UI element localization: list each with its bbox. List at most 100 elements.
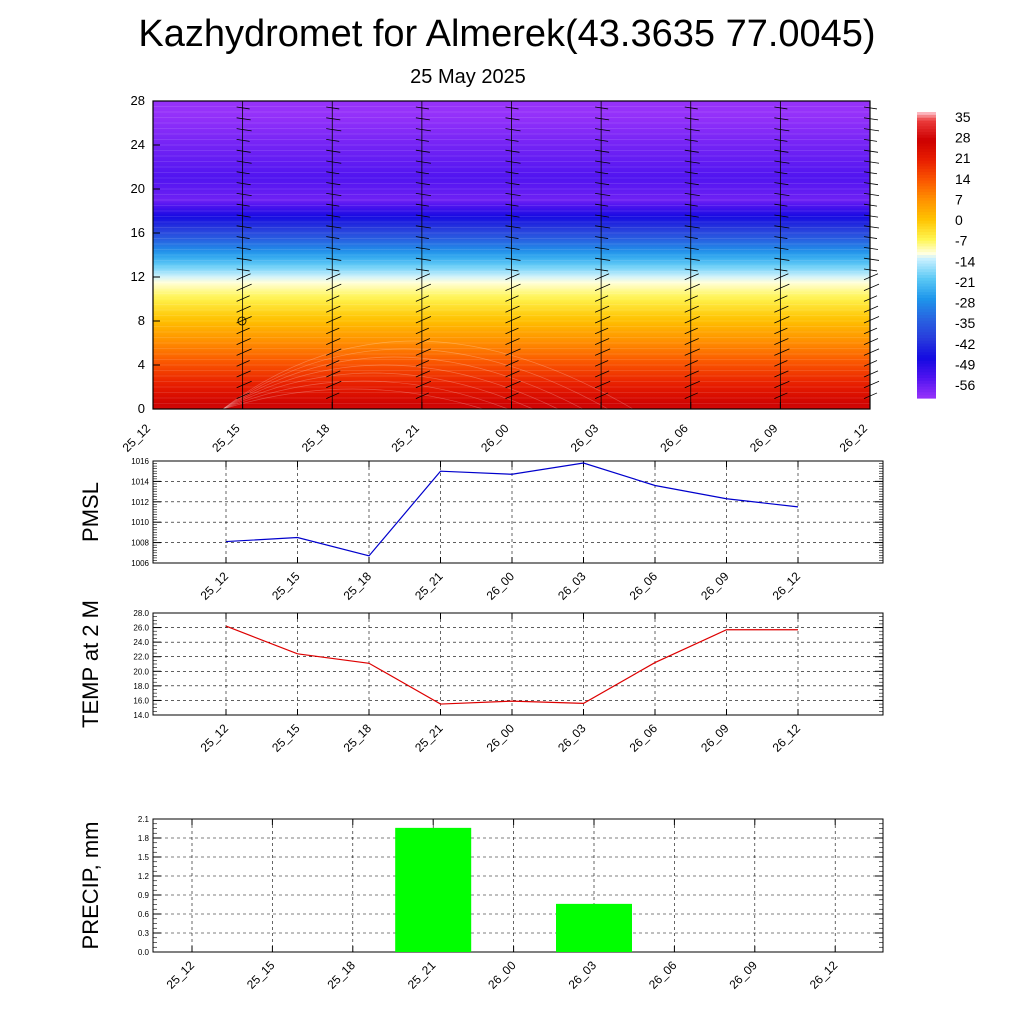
colorbar-bin bbox=[917, 369, 936, 373]
colorbar-tick-label: -42 bbox=[955, 336, 975, 352]
x-tick-label: 25_21 bbox=[412, 569, 446, 603]
y-tick-label: 28.0 bbox=[133, 609, 149, 618]
wind-barb bbox=[505, 305, 520, 313]
wind-barb bbox=[684, 203, 698, 207]
wind-barb bbox=[774, 295, 788, 302]
x-tick-label: 26_06 bbox=[646, 958, 680, 992]
wind-barb bbox=[415, 128, 431, 132]
wind-barb bbox=[326, 203, 340, 207]
x-tick-label: 26_03 bbox=[566, 958, 600, 992]
wind-barb bbox=[505, 160, 521, 164]
wind-barb bbox=[594, 283, 611, 291]
wind-barb bbox=[505, 214, 520, 218]
x-tick-label: 26_12 bbox=[837, 421, 871, 455]
wind-barb bbox=[326, 338, 341, 345]
wind-barb bbox=[684, 171, 698, 175]
wind-barb bbox=[326, 139, 340, 142]
wind-barb bbox=[863, 370, 879, 378]
wind-barb bbox=[236, 305, 251, 313]
wind-barb bbox=[326, 327, 340, 335]
colorbar-bin bbox=[917, 277, 936, 282]
colorbar-bin bbox=[917, 229, 936, 233]
wind-barb bbox=[326, 273, 341, 281]
colorbar-bin bbox=[917, 112, 936, 116]
wind-barb bbox=[863, 247, 879, 250]
wind-barb bbox=[236, 316, 252, 324]
colorbar-bin bbox=[917, 386, 936, 391]
wind-barb bbox=[505, 182, 520, 186]
wind-barb bbox=[326, 295, 340, 302]
wind-barb bbox=[415, 203, 429, 207]
wind-barb bbox=[863, 214, 879, 218]
colorbar-bin bbox=[917, 183, 936, 187]
y-tick-label: 26.0 bbox=[133, 624, 149, 633]
colorbar-tick-label: -56 bbox=[955, 377, 975, 393]
colorbar-bin bbox=[917, 352, 936, 356]
x-tick-label: 25_21 bbox=[388, 421, 422, 455]
x-tick-label: 26_12 bbox=[770, 721, 804, 755]
wind-barb bbox=[774, 370, 789, 378]
wind-barb bbox=[415, 338, 431, 345]
colorbar-bin bbox=[917, 309, 936, 313]
y-tick-label: 0.3 bbox=[138, 929, 150, 938]
colorbar-bin bbox=[917, 332, 936, 336]
temperature-contour bbox=[222, 356, 584, 410]
colorbar-tick-label: 21 bbox=[955, 150, 971, 166]
wind-barb bbox=[684, 128, 700, 132]
wind-barb bbox=[684, 247, 699, 250]
wind-barb bbox=[236, 214, 251, 218]
colorbar-bin bbox=[917, 280, 936, 285]
wind-barb bbox=[595, 171, 609, 175]
wind-barb bbox=[595, 247, 610, 250]
wind-barb bbox=[594, 305, 610, 313]
wind-barb bbox=[594, 338, 610, 345]
wind-barb bbox=[326, 160, 342, 164]
wind-barb bbox=[415, 348, 432, 356]
y-tick-label: 1016 bbox=[131, 457, 149, 466]
wind-barb bbox=[595, 182, 610, 186]
wind-barb bbox=[415, 171, 429, 175]
colorbar-bin bbox=[917, 260, 936, 265]
wind-barb bbox=[505, 247, 520, 250]
chart-title: Kazhydromet for Almerek(43.3635 77.0045) bbox=[138, 13, 875, 55]
x-tick-label: 26_09 bbox=[747, 421, 781, 455]
wind-barb bbox=[236, 182, 251, 186]
wind-barb bbox=[236, 273, 251, 281]
x-tick-label: 25_15 bbox=[269, 721, 303, 755]
wind-barb bbox=[595, 106, 609, 110]
x-tick-label: 26_06 bbox=[627, 721, 661, 755]
colorbar-bin bbox=[917, 283, 936, 288]
colorbar-bin bbox=[917, 295, 936, 299]
colorbar-bin bbox=[917, 137, 936, 142]
colorbar-bin bbox=[917, 335, 936, 339]
colorbar-bin bbox=[917, 329, 936, 333]
wind-barb bbox=[684, 283, 700, 291]
wind-barb bbox=[684, 305, 699, 313]
x-tick-label: 26_00 bbox=[485, 958, 519, 992]
wind-barb bbox=[236, 268, 250, 272]
wind-barb bbox=[684, 257, 700, 261]
x-tick-label: 26_03 bbox=[555, 721, 589, 755]
colorbar-tick-label: 7 bbox=[955, 191, 963, 207]
wind-barb bbox=[415, 247, 430, 250]
x-tick-label: 25_12 bbox=[198, 721, 232, 755]
wind-barb bbox=[594, 316, 611, 324]
colorbar-bin bbox=[917, 323, 936, 328]
x-tick-label: 26_00 bbox=[484, 569, 518, 603]
wind-barb bbox=[774, 273, 789, 281]
wind-barb bbox=[236, 106, 250, 110]
wind-barb bbox=[594, 295, 609, 302]
wind-barb bbox=[505, 171, 519, 175]
wind-barb bbox=[326, 370, 341, 378]
wind-barb bbox=[236, 117, 251, 121]
wind-barb bbox=[594, 327, 609, 335]
colorbar-bin bbox=[917, 186, 936, 190]
wind-barb bbox=[774, 225, 790, 229]
wind-barb bbox=[863, 257, 880, 261]
colorbar-bin bbox=[917, 372, 936, 376]
wind-barb bbox=[595, 214, 610, 218]
wind-barb bbox=[774, 348, 790, 356]
temperature-contour bbox=[222, 364, 559, 410]
wind-barb bbox=[774, 106, 788, 110]
wind-barb bbox=[236, 193, 252, 197]
